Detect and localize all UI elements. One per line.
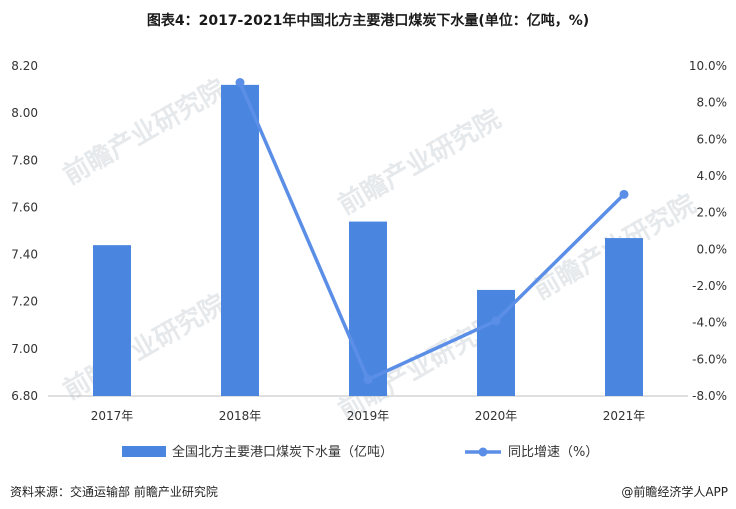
right-tick-label: -6.0%	[692, 352, 727, 366]
legend-bar-swatch	[122, 446, 166, 457]
right-tick-label: 2.0%	[697, 206, 728, 220]
right-tick-label: 4.0%	[697, 169, 728, 183]
left-tick-label: 7.40	[11, 248, 38, 262]
source-note: 资料来源：交通运输部 前瞻产业研究院	[10, 485, 218, 499]
left-tick-label: 6.80	[11, 389, 38, 403]
bar	[605, 238, 643, 396]
x-tick-label: 2020年	[475, 409, 518, 423]
right-tick-label: 8.0%	[697, 96, 728, 110]
x-tick-label: 2021年	[603, 409, 646, 423]
line-series	[235, 78, 629, 384]
bar	[93, 245, 131, 396]
x-tick-label: 2017年	[91, 409, 134, 423]
legend-line-label: 同比增速（%）	[508, 445, 598, 460]
legend-line-marker	[478, 447, 488, 457]
right-tick-label: -4.0%	[692, 316, 727, 330]
legend: 全国北方主要港口煤炭下水量（亿吨） 同比增速（%）	[122, 444, 598, 460]
line-point	[363, 375, 373, 384]
left-tick-label: 8.00	[11, 106, 38, 120]
line-point	[619, 189, 629, 199]
x-tick-label: 2018年	[219, 409, 262, 423]
watermark-text: 前瞻产业研究院	[58, 288, 231, 406]
left-tick-label: 7.20	[11, 295, 38, 309]
right-tick-label: -2.0%	[692, 279, 727, 293]
chart-title: 图表4：2017-2021年中国北方主要港口煤炭下水量(单位：亿吨，%)	[146, 13, 590, 29]
line-path	[238, 81, 626, 382]
x-axis-ticks: 2017年 2018年 2019年 2020年 2021年	[91, 409, 646, 423]
right-axis: -8.0% -6.0% -4.0% -2.0% 0.0% 2.0% 4.0% 6.0% 8.0%…	[689, 59, 727, 403]
right-tick-label: 6.0%	[697, 132, 728, 146]
left-tick-label: 7.80	[11, 153, 38, 167]
brand-note: @前瞻经济学人APP	[621, 485, 728, 499]
line-point	[235, 78, 245, 87]
left-axis: 6.80 7.00 7.20 7.40 7.60 7.80 8.00 8.20	[11, 59, 38, 403]
legend-bar-label: 全国北方主要港口煤炭下水量（亿吨）	[172, 444, 393, 460]
line-point	[491, 316, 501, 326]
left-tick-label: 7.00	[11, 342, 38, 356]
left-tick-label: 8.20	[11, 59, 38, 73]
right-tick-label: 0.0%	[697, 242, 728, 256]
watermark-text: 前瞻产业研究院	[333, 103, 506, 221]
watermark-text: 前瞻产业研究院	[58, 73, 231, 191]
x-tick-label: 2019年	[347, 409, 390, 423]
right-tick-label: -8.0%	[692, 389, 727, 403]
left-tick-label: 7.60	[11, 200, 38, 214]
bar	[349, 221, 387, 396]
bar	[221, 84, 259, 396]
right-tick-label: 10.0%	[689, 59, 727, 73]
